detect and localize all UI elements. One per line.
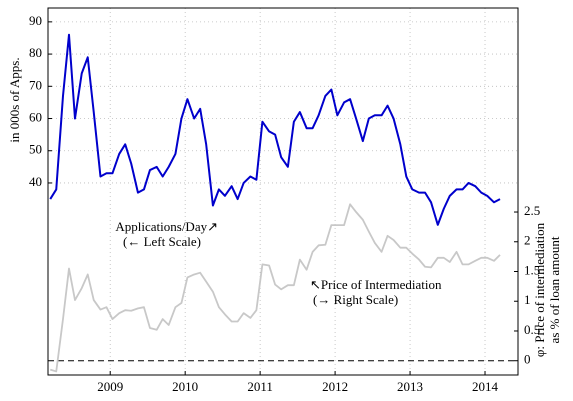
annotation: (← Left Scale)	[123, 234, 201, 249]
y-tick-label: 90	[29, 13, 42, 28]
y2-tick-label: 0.5	[524, 322, 540, 337]
series-line	[49, 203, 501, 373]
x-tick-label: 2014	[472, 379, 499, 394]
y-tick-label: 60	[29, 110, 42, 125]
x-tick-label: 2009	[97, 379, 123, 394]
x-tick-label: 2010	[172, 379, 198, 394]
y2-tick-label: 1	[524, 292, 531, 307]
y2-axis-label: φ: Price of intermediation	[532, 222, 547, 357]
y-axis-label: in 000s of Apps.	[7, 57, 22, 142]
y2-tick-label: 1.5	[524, 262, 540, 277]
series-line	[49, 33, 501, 226]
annotation: ↖Price of Intermediation	[310, 277, 442, 292]
plot-frame	[47, 7, 519, 376]
annotation: (→ Right Scale)	[313, 292, 398, 307]
y-tick-label: 80	[29, 45, 42, 60]
y-tick-label: 70	[29, 77, 42, 92]
y2-tick-label: 2.5	[524, 203, 540, 218]
y2-tick-label: 2	[524, 233, 531, 248]
y-tick-label: 40	[29, 174, 42, 189]
y-tick-label: 50	[29, 142, 42, 157]
x-tick-label: 2012	[322, 379, 348, 394]
x-tick-label: 2011	[247, 379, 273, 394]
x-tick-label: 2013	[397, 379, 423, 394]
y2-axis-label: as % of loan amount	[547, 236, 562, 343]
annotation: Applications/Day↗	[115, 219, 218, 234]
y2-tick-label: 0	[524, 352, 531, 367]
